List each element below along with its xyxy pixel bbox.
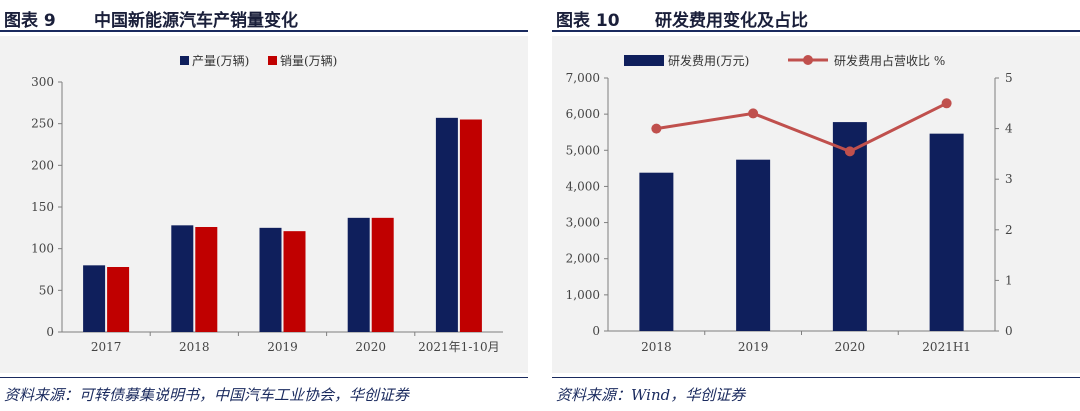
- left-figure-label: 图表 9: [4, 11, 56, 31]
- y-tick-label: 3,000: [566, 216, 600, 230]
- right-title-rule: [552, 30, 1080, 32]
- y-tick-label: 0: [592, 324, 600, 338]
- left-source-note: 资料来源：可转债募集说明书，中国汽车工业协会，华创证券: [4, 386, 410, 404]
- production-sales-chart: 0 50 100 150 200 250 300 2017 2018 2019 2020 2021年1…: [31, 54, 503, 354]
- y-tick-label: 50: [39, 283, 54, 297]
- production-bar: [83, 265, 106, 332]
- y-tick-label: 300: [31, 75, 54, 89]
- right-figure-label: 图表 10: [556, 11, 620, 31]
- rd-ratio-line: [656, 101, 948, 154]
- legend-swatch: [268, 56, 277, 65]
- y2-tick-label: 0: [1005, 324, 1013, 338]
- legend-label: 产量(万辆): [192, 54, 249, 68]
- production-bar: [347, 217, 370, 332]
- legend-swatch-marker: [803, 55, 813, 65]
- left-figure-title: 中国新能源汽车产销量变化: [94, 11, 298, 31]
- y2-tick-label: 3: [1005, 172, 1013, 186]
- y2-tick-label: 4: [1005, 122, 1013, 136]
- rd-expense-chart: 0 1,000 2,000 3,000 4,000 5,000 6,000 7,000 0 1 2 3…: [566, 53, 1013, 354]
- production-bar: [171, 225, 194, 332]
- sales-bar: [371, 217, 394, 332]
- y-tick-label: 1,000: [566, 288, 600, 302]
- y-tick-label: 6,000: [566, 107, 600, 121]
- left-title-rule: [0, 30, 528, 32]
- left-figure-header: 图表 9 中国新能源汽车产销量变化: [0, 2, 528, 31]
- legend-label: 销量(万辆): [280, 54, 337, 68]
- x-tick-label: 2020: [355, 340, 386, 354]
- rd-ratio-point: [748, 108, 759, 119]
- y-tick-label: 150: [31, 200, 54, 214]
- right-figure-title: 研发费用变化及占比: [655, 11, 808, 31]
- right-source-note: 资料来源：Wind，华创证券: [556, 386, 746, 404]
- left-figure-panel: 图表 9 中国新能源汽车产销量变化 0 50 100 150 200 250 300 2017…: [0, 0, 528, 411]
- production-bar: [435, 117, 458, 332]
- y-tick-label: 7,000: [566, 71, 600, 85]
- y2-tick-label: 1: [1005, 273, 1013, 287]
- y2-tick-label: 5: [1005, 71, 1013, 85]
- x-tick-label: 2021年1-10月: [418, 340, 500, 354]
- x-tick-label: 2019: [738, 340, 769, 354]
- rd-expense-bar: [832, 122, 867, 331]
- x-tick-label: 2021H1: [922, 340, 971, 354]
- legend-label: 研发费用(万元): [668, 53, 749, 68]
- legend-swatch: [180, 56, 189, 65]
- y-tick-label: 5,000: [566, 143, 600, 157]
- rd-expense-bar: [639, 172, 674, 331]
- x-tick-label: 2017: [91, 340, 122, 354]
- rd-ratio-point: [651, 123, 662, 134]
- rd-expense-bar: [929, 133, 964, 331]
- x-tick-label: 2020: [835, 340, 866, 354]
- y-tick-label: 2,000: [566, 252, 600, 266]
- x-tick-label: 2018: [641, 340, 672, 354]
- legend-label: 研发费用占营收比 %: [834, 53, 945, 68]
- x-tick-label: 2019: [267, 340, 298, 354]
- right-source-rule: [552, 377, 1080, 378]
- y-tick-label: 100: [31, 242, 54, 256]
- y-tick-label: 200: [31, 158, 54, 172]
- x-tick-label: 2018: [179, 340, 210, 354]
- sales-bar: [459, 119, 482, 332]
- rd-ratio-point: [844, 146, 855, 157]
- y-tick-label: 250: [31, 117, 54, 131]
- right-figure-panel: 图表 10 研发费用变化及占比 0 1,000 2,000 3,000 4,000 5,0…: [552, 0, 1080, 411]
- sales-bar: [283, 231, 306, 332]
- y-tick-label: 4,000: [566, 179, 600, 193]
- sales-bar: [107, 267, 130, 332]
- legend-swatch-bar: [624, 55, 664, 66]
- left-source-rule: [0, 377, 528, 378]
- y2-tick-label: 2: [1005, 223, 1013, 237]
- right-figure-header: 图表 10 研发费用变化及占比: [552, 2, 1080, 31]
- y-tick-label: 0: [46, 325, 54, 339]
- sales-bar: [195, 227, 218, 332]
- production-bar: [259, 227, 282, 332]
- rd-ratio-point: [941, 98, 952, 109]
- rd-expense-bar: [736, 159, 771, 331]
